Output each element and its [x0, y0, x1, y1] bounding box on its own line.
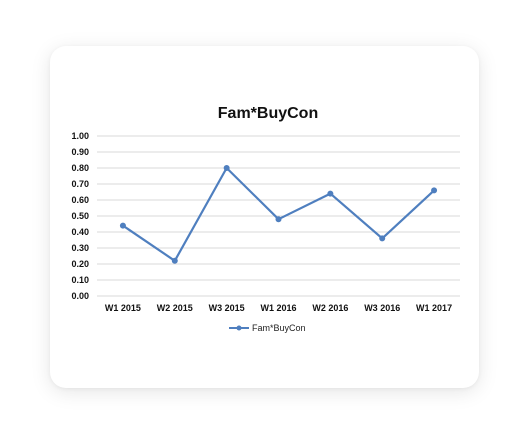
x-tick-label: W2 2016: [312, 303, 348, 313]
legend-label: Fam*BuyCon: [252, 323, 306, 333]
legend: Fam*BuyCon: [229, 323, 306, 333]
y-tick-label: 0.90: [71, 147, 89, 157]
y-tick-label: 0.50: [71, 211, 89, 221]
data-point: [171, 257, 178, 264]
series-layer: [119, 165, 438, 264]
y-axis-tick-labels: 0.00 0.10 0.20 0.30 0.40 0.50 0.60 0.70 0.80 0.90…: [71, 131, 89, 301]
series-line: [122, 166, 435, 262]
x-tick-label: W3 2015: [209, 303, 245, 313]
x-axis-tick-labels: W1 2015 W2 2015 W3 2015 W1 2016 W2 2016 W3 20…: [105, 303, 452, 313]
y-tick-label: 0.10: [71, 275, 89, 285]
y-tick-label: 0.20: [71, 259, 89, 269]
x-tick-label: W1 2015: [105, 303, 141, 313]
data-point: [223, 165, 230, 171]
y-tick-label: 0.40: [71, 227, 89, 237]
chart-title: Fam*BuyCon: [218, 105, 318, 122]
legend-marker-swatch: [236, 325, 242, 331]
x-tick-label: W1 2017: [416, 303, 452, 313]
y-tick-label: 0.70: [71, 179, 89, 189]
y-tick-label: 0.60: [71, 195, 89, 205]
y-tick-label: 0.30: [71, 243, 89, 253]
x-tick-label: W3 2016: [364, 303, 400, 313]
data-point: [119, 222, 126, 229]
data-point: [379, 235, 386, 242]
x-tick-label: W1 2016: [260, 303, 296, 313]
gridlines: [97, 135, 460, 297]
x-tick-label: W2 2015: [157, 303, 193, 313]
y-tick-label: 0.00: [71, 291, 89, 301]
chart-card: [50, 46, 479, 388]
data-point: [327, 190, 334, 197]
data-point: [275, 216, 282, 223]
data-point: [431, 187, 438, 194]
y-tick-label: 0.80: [71, 163, 89, 173]
y-tick-label: 1.00: [71, 131, 89, 141]
